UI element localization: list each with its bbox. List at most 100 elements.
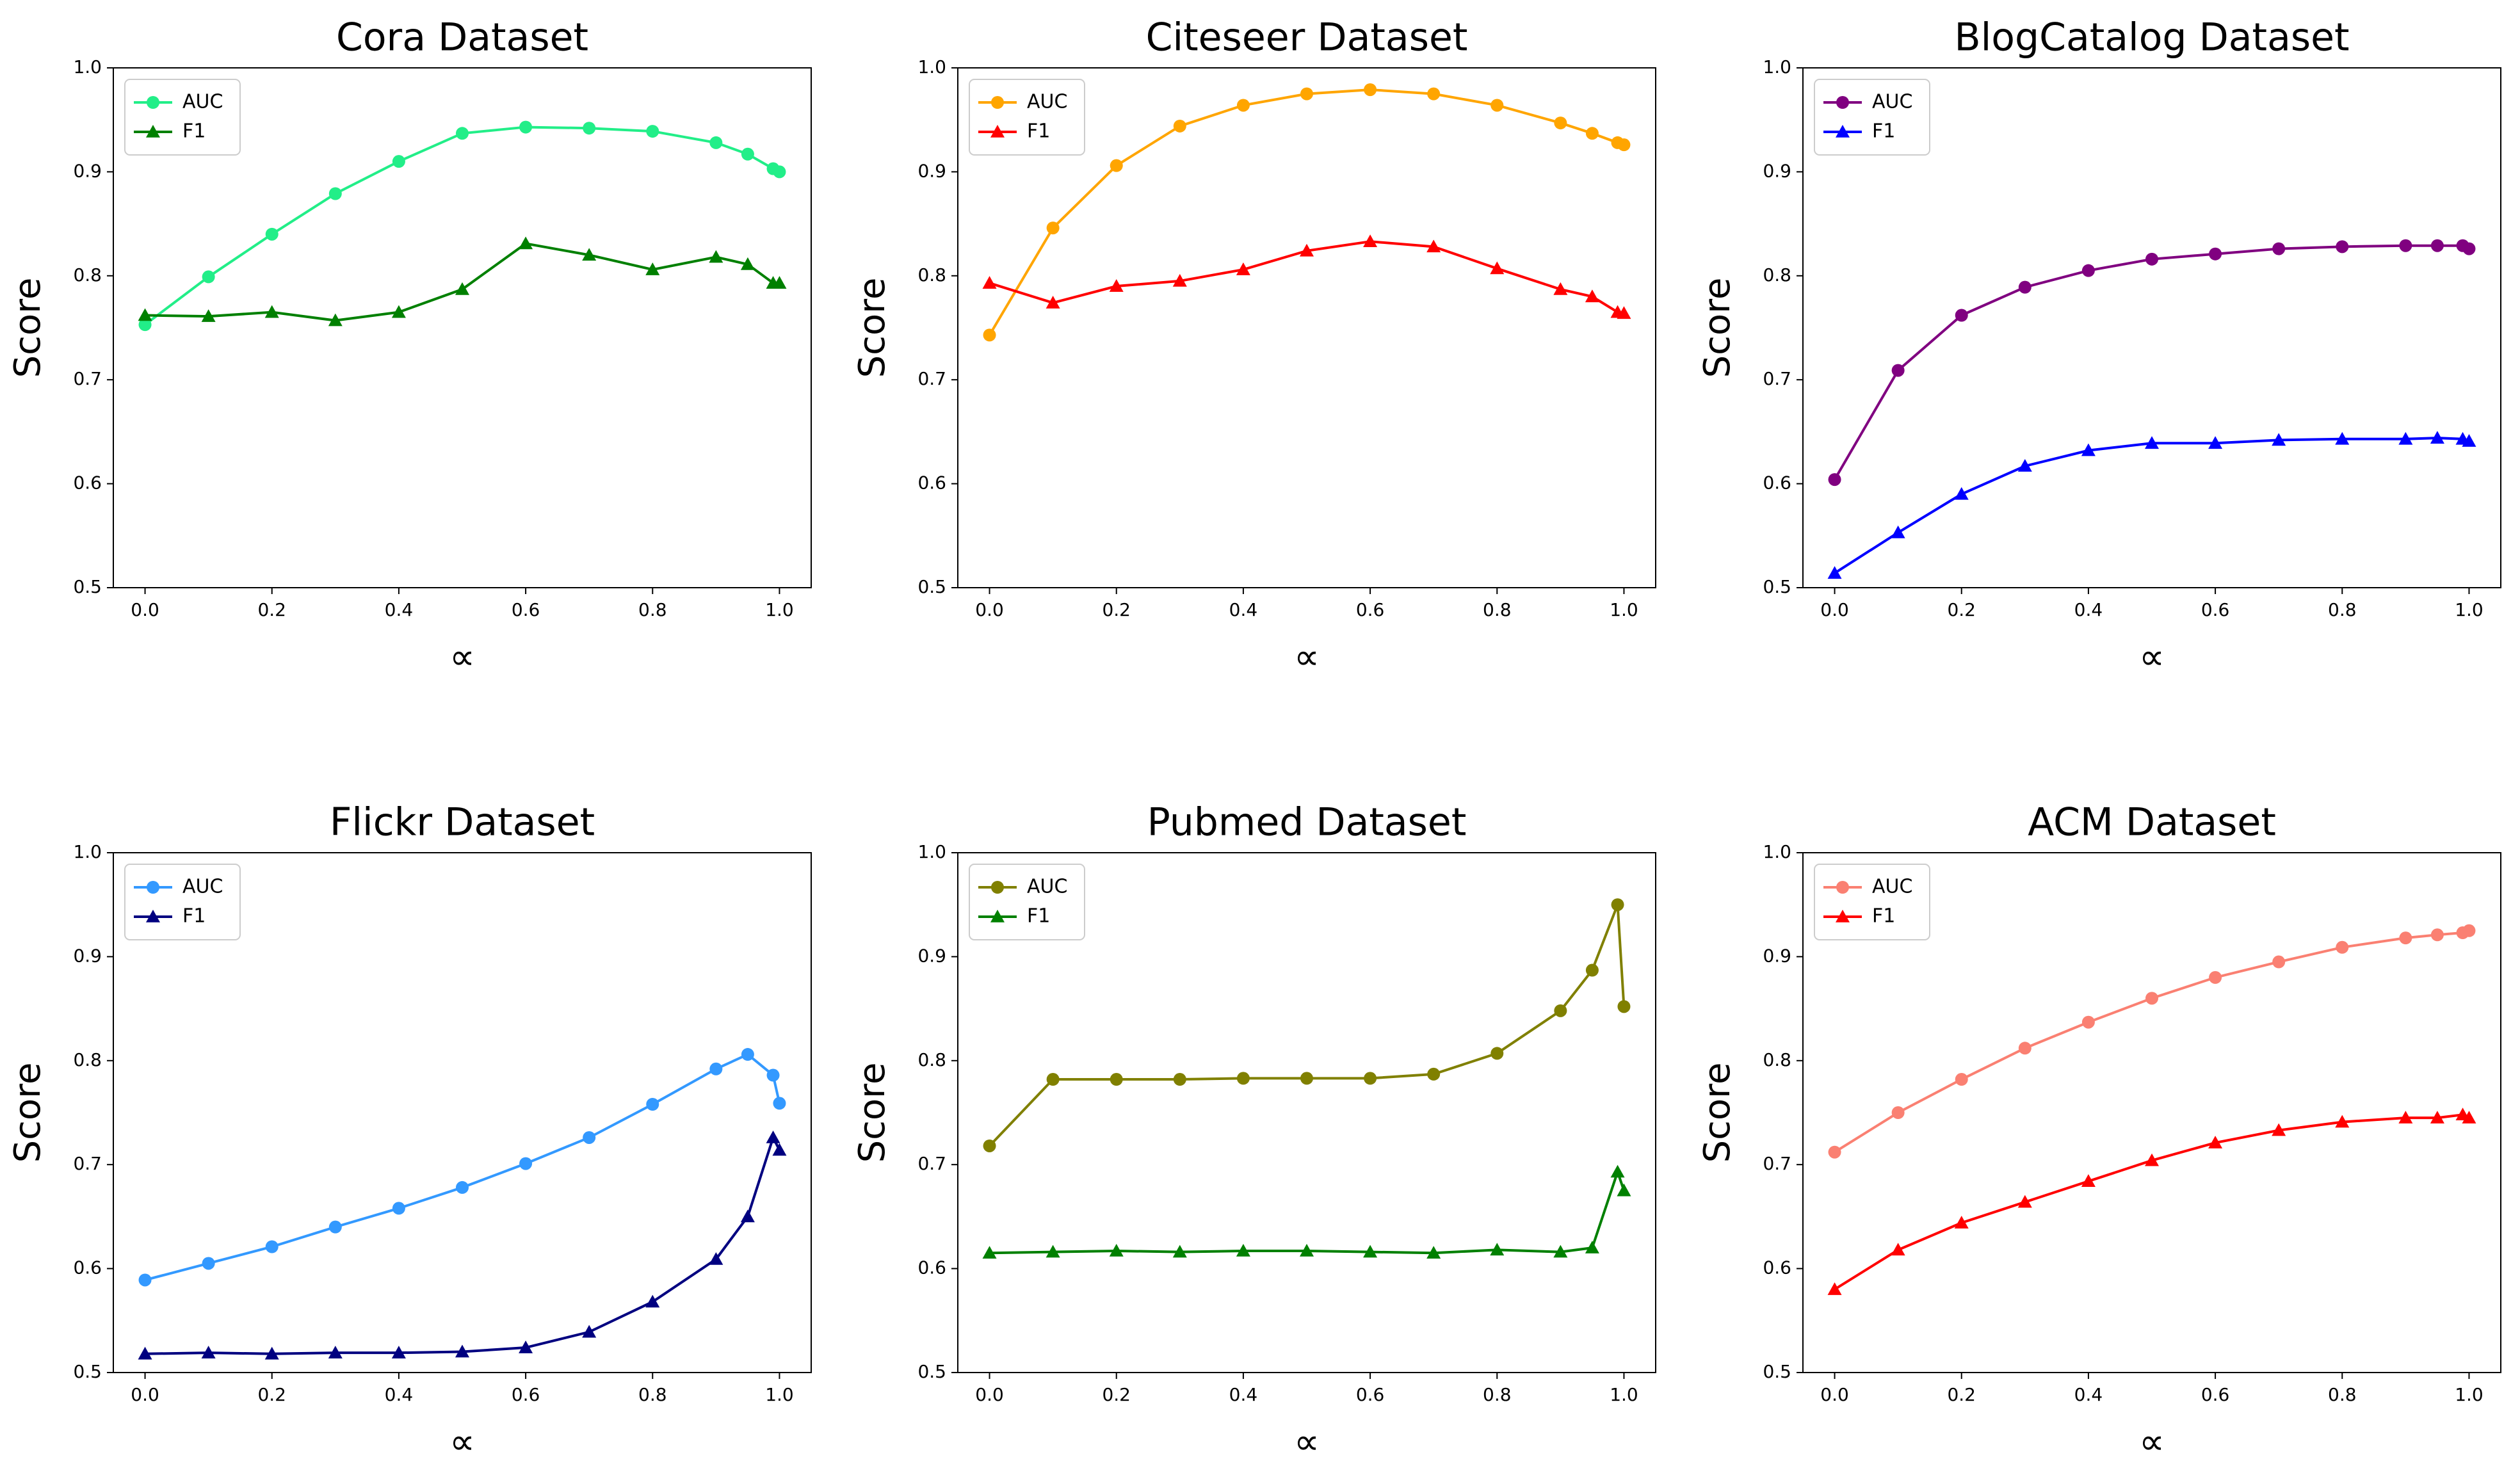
y-tick-label: 0.7 <box>73 1153 102 1174</box>
marker <box>1046 296 1060 309</box>
marker <box>1363 234 1378 248</box>
marker <box>519 1341 533 1353</box>
marker <box>1617 1183 1631 1196</box>
marker <box>328 313 343 326</box>
y-tick-label: 0.9 <box>1763 160 1791 181</box>
marker <box>202 270 215 284</box>
x-tick-label: 0.0 <box>975 599 1004 620</box>
chart: Flickr Dataset ∝ Score 0.0 0.2 0.4 0.6 0.8 1.0 0.… <box>7 800 812 1463</box>
marker <box>1827 1282 1842 1295</box>
marker <box>1955 1073 1968 1086</box>
y-tick-label: 0.7 <box>73 368 102 389</box>
y-tick-label: 0.5 <box>73 1361 102 1382</box>
y-tick-label: 0.9 <box>1763 945 1791 966</box>
marker <box>1490 99 1504 112</box>
y-tick-label: 0.5 <box>1763 576 1791 597</box>
chart: BlogCatalog Dataset ∝ Score 0.0 0.2 0.4 0.6 0.8… <box>1697 15 2501 678</box>
x-tick-label: 0.4 <box>1229 1384 1258 1405</box>
marker <box>2018 1042 2031 1055</box>
x-tick-label: 0.6 <box>512 1384 540 1405</box>
marker <box>2145 252 2158 266</box>
marker <box>1300 1072 1313 1085</box>
marker <box>583 122 596 135</box>
y-tick-label: 0.6 <box>917 472 946 494</box>
x-tick-label: 0.6 <box>512 599 540 620</box>
x-tick-label: 0.6 <box>2201 1384 2230 1405</box>
marker <box>2462 434 2476 447</box>
marker <box>1955 309 1968 322</box>
y-tick-label: 0.8 <box>917 264 946 286</box>
marker <box>740 257 755 270</box>
chart-title: Cora Dataset <box>336 15 588 60</box>
series-line <box>989 904 1626 1147</box>
x-tick-label: 0.4 <box>1229 599 1258 620</box>
marker <box>2336 940 2349 954</box>
x-tick-label: 0.2 <box>1102 599 1131 620</box>
marker <box>1300 243 1314 257</box>
marker <box>265 227 279 241</box>
marker <box>773 1097 786 1110</box>
x-tick-label: 0.0 <box>131 599 159 620</box>
y-tick-label: 1.0 <box>73 56 102 77</box>
marker <box>2081 264 2095 277</box>
y-tick-label: 1.0 <box>73 841 102 862</box>
marker <box>2462 924 2476 937</box>
marker <box>138 1273 152 1287</box>
chart-title: BlogCatalog Dataset <box>1954 15 2349 60</box>
y-tick-label: 0.7 <box>1763 1153 1791 1174</box>
marker <box>201 309 216 322</box>
legend-label: AUC <box>1872 876 1912 898</box>
marker <box>2399 239 2412 252</box>
x-tick-label: 0.4 <box>2074 1384 2103 1405</box>
marker <box>2272 242 2286 255</box>
marker <box>991 96 1004 109</box>
y-axis-label: Score <box>1697 1063 1738 1163</box>
legend-label: F1 <box>182 905 206 928</box>
chart: Citeseer Dataset ∝ Score 0.0 0.2 0.4 0.6 0.8 1.0… <box>852 15 1656 678</box>
y-axis-label: Score <box>1697 278 1738 378</box>
marker <box>709 250 723 263</box>
marker <box>1553 282 1568 295</box>
marker <box>709 1062 723 1075</box>
marker <box>773 165 786 179</box>
marker <box>2018 280 2031 294</box>
marker <box>519 1157 533 1170</box>
marker <box>1427 1067 1441 1081</box>
y-tick-label: 0.7 <box>917 368 946 389</box>
marker <box>328 1346 343 1358</box>
x-tick-label: 1.0 <box>765 599 794 620</box>
series-line <box>144 125 780 326</box>
y-tick-label: 1.0 <box>917 56 946 77</box>
marker <box>455 282 469 295</box>
marker <box>1300 1243 1314 1257</box>
y-tick-label: 0.9 <box>917 945 946 966</box>
marker <box>455 1344 469 1358</box>
y-tick-label: 1.0 <box>1763 841 1791 862</box>
y-axis-label: Score <box>852 1063 893 1163</box>
x-tick-label: 0.2 <box>1947 599 1976 620</box>
marker <box>264 1346 279 1360</box>
marker <box>1554 117 1567 130</box>
x-axis-label: ∝ <box>449 636 475 678</box>
marker <box>1828 473 1841 487</box>
x-tick-label: 1.0 <box>1610 599 1638 620</box>
marker <box>202 1257 215 1270</box>
chart: Pubmed Dataset ∝ Score 0.0 0.2 0.4 0.6 0.8 1.0 0.… <box>852 800 1656 1463</box>
marker <box>519 236 533 250</box>
marker <box>1236 262 1250 275</box>
marker <box>982 276 997 289</box>
marker <box>1836 96 1849 109</box>
marker <box>2430 1111 2444 1124</box>
marker <box>1836 881 1849 894</box>
marker <box>1836 125 1850 138</box>
x-tick-label: 0.2 <box>257 1384 286 1405</box>
y-tick-label: 0.8 <box>73 264 102 286</box>
chart: ACM Dataset ∝ Score 0.0 0.2 0.4 0.6 0.8 1.0 0.5 0.… <box>1697 800 2501 1463</box>
marker <box>138 1346 152 1360</box>
marker <box>138 308 152 321</box>
y-axis-label: Score <box>852 278 893 378</box>
marker <box>391 305 406 318</box>
plot-frame <box>1802 67 2501 588</box>
marker <box>1046 222 1060 235</box>
